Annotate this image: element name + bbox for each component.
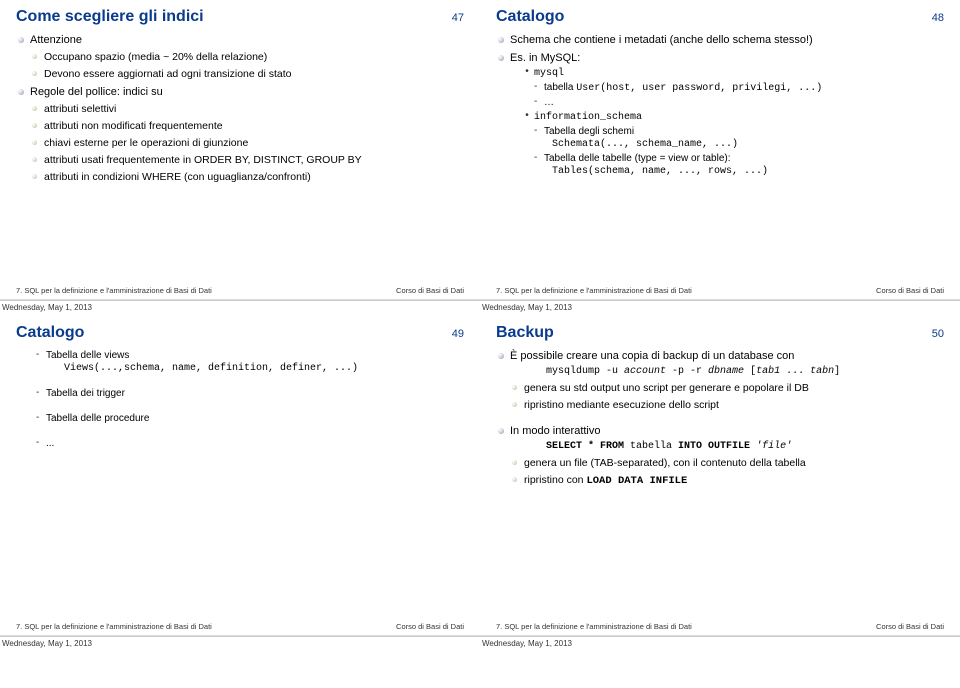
slide-footer: 7. SQL per la definizione e l'amministra… xyxy=(16,284,464,295)
kw: LOAD DATA INFILE xyxy=(586,475,687,487)
bullet: genera su std output uno script per gene… xyxy=(510,382,944,394)
slide-content: È possibile creare una copia di backup d… xyxy=(496,350,944,610)
slide-48: Catalogo 48 Schema che contiene i metada… xyxy=(480,0,960,300)
title-text: Catalogo xyxy=(16,324,84,342)
txt: tabella xyxy=(624,441,678,452)
slide-number: 49 xyxy=(452,328,464,340)
cmd: ... xyxy=(780,366,810,377)
bullet: Tabella delle procedure xyxy=(36,413,464,424)
kw: SELECT * FROM xyxy=(546,441,624,452)
slide-date: Wednesday, May 1, 2013 xyxy=(480,300,960,316)
cmd: -p -r xyxy=(666,366,708,377)
slide-date: Wednesday, May 1, 2013 xyxy=(0,636,480,652)
title-text: Catalogo xyxy=(496,8,564,26)
footer-left: 7. SQL per la definizione e l'amministra… xyxy=(16,622,212,631)
cmd: ] xyxy=(834,366,840,377)
bullet: Tabella delle views xyxy=(36,350,464,361)
footer-right: Corso di Basi di Dati xyxy=(396,622,464,631)
bullet: genera un file (TAB-separated), con il c… xyxy=(510,457,944,469)
arg: 'file' xyxy=(756,441,792,452)
code-line: SELECT * FROM tabella INTO OUTFILE 'file… xyxy=(536,441,944,452)
bullet: ripristino mediante esecuzione dello scr… xyxy=(510,399,944,411)
arg: dbname xyxy=(708,366,744,377)
text: tabella xyxy=(544,82,576,93)
slide-date: Wednesday, May 1, 2013 xyxy=(480,636,960,652)
slide-grid: Come scegliere gli indici 47 Attenzione … xyxy=(0,0,960,652)
arg: tabn xyxy=(810,366,834,377)
title-text: Backup xyxy=(496,324,554,342)
arg: tab1 xyxy=(756,366,780,377)
slide-49-col: Catalogo 49 Tabella delle views Views(..… xyxy=(0,316,480,652)
code-line: Schemata(..., schema_name, ...) xyxy=(552,139,944,150)
slide-50: Backup 50 È possibile creare una copia d… xyxy=(480,316,960,636)
bullet-code: information_schema xyxy=(524,112,944,123)
bullet: attributi non modificati frequentemente xyxy=(30,120,464,132)
text: ripristino con xyxy=(524,474,586,486)
code: User(host, user password, privilegi, ...… xyxy=(576,83,822,94)
bullet: Tabella dei trigger xyxy=(36,388,464,399)
footer-right: Corso di Basi di Dati xyxy=(876,286,944,295)
slide-footer: 7. SQL per la definizione e l'amministra… xyxy=(496,620,944,631)
bullet: attributi in condizioni WHERE (con uguag… xyxy=(30,171,464,183)
title-text: Come scegliere gli indici xyxy=(16,8,204,26)
cmd: [ xyxy=(744,366,756,377)
footer-right: Corso di Basi di Dati xyxy=(396,286,464,295)
bullet: Attenzione xyxy=(16,34,464,46)
slide-47-col: Come scegliere gli indici 47 Attenzione … xyxy=(0,0,480,316)
code-line: Views(...,schema, name, definition, defi… xyxy=(64,363,464,374)
slide-footer: 7. SQL per la definizione e l'amministra… xyxy=(496,284,944,295)
slide-content: Schema che contiene i metadati (anche de… xyxy=(496,34,944,274)
bullet-code: mysql xyxy=(524,68,944,79)
footer-left: 7. SQL per la definizione e l'amministra… xyxy=(16,286,212,295)
bullet: È possibile creare una copia di backup d… xyxy=(496,350,944,362)
bullet: ... xyxy=(36,438,464,449)
slide-49: Catalogo 49 Tabella delle views Views(..… xyxy=(0,316,480,636)
bullet: Regole del pollice: indici su xyxy=(16,86,464,98)
bullet: In modo interattivo xyxy=(496,425,944,437)
bullet: Occupano spazio (media ~ 20% della relaz… xyxy=(30,51,464,63)
bullet: attributi selettivi xyxy=(30,103,464,115)
slide-content: Attenzione Occupano spazio (media ~ 20% … xyxy=(16,34,464,274)
slide-number: 50 xyxy=(932,328,944,340)
slide-number: 48 xyxy=(932,12,944,24)
slide-date: Wednesday, May 1, 2013 xyxy=(0,300,480,316)
kw: INTO OUTFILE xyxy=(678,441,750,452)
slide-title: Catalogo 49 xyxy=(16,324,464,342)
slide-title: Catalogo 48 xyxy=(496,8,944,26)
slide-footer: 7. SQL per la definizione e l'amministra… xyxy=(16,620,464,631)
footer-left: 7. SQL per la definizione e l'amministra… xyxy=(496,286,692,295)
bullet: tabella User(host, user password, privil… xyxy=(534,82,944,94)
bullet: attributi usati frequentemente in ORDER … xyxy=(30,154,464,166)
bullet: Tabella degli schemi xyxy=(534,126,944,137)
slide-content: Tabella delle views Views(...,schema, na… xyxy=(16,350,464,610)
footer-left: 7. SQL per la definizione e l'amministra… xyxy=(496,622,692,631)
bullet: Schema che contiene i metadati (anche de… xyxy=(496,34,944,46)
bullet: chiavi esterne per le operazioni di giun… xyxy=(30,137,464,149)
slide-number: 47 xyxy=(452,12,464,24)
arg: account xyxy=(624,366,666,377)
slide-48-col: Catalogo 48 Schema che contiene i metada… xyxy=(480,0,960,316)
bullet: ripristino con LOAD DATA INFILE xyxy=(510,474,944,487)
cmd: mysqldump -u xyxy=(546,366,624,377)
slide-title: Come scegliere gli indici 47 xyxy=(16,8,464,26)
bullet: … xyxy=(534,97,944,108)
slide-50-col: Backup 50 È possibile creare una copia d… xyxy=(480,316,960,652)
slide-47: Come scegliere gli indici 47 Attenzione … xyxy=(0,0,480,300)
bullet: Es. in MySQL: xyxy=(496,52,944,64)
slide-title: Backup 50 xyxy=(496,324,944,342)
footer-right: Corso di Basi di Dati xyxy=(876,622,944,631)
bullet: Devono essere aggiornati ad ogni transiz… xyxy=(30,68,464,80)
code-line: mysqldump -u account -p -r dbname [tab1 … xyxy=(536,366,944,377)
bullet: Tabella delle tabelle (type = view or ta… xyxy=(534,153,944,164)
code-line: Tables(schema, name, ..., rows, ...) xyxy=(552,166,944,177)
